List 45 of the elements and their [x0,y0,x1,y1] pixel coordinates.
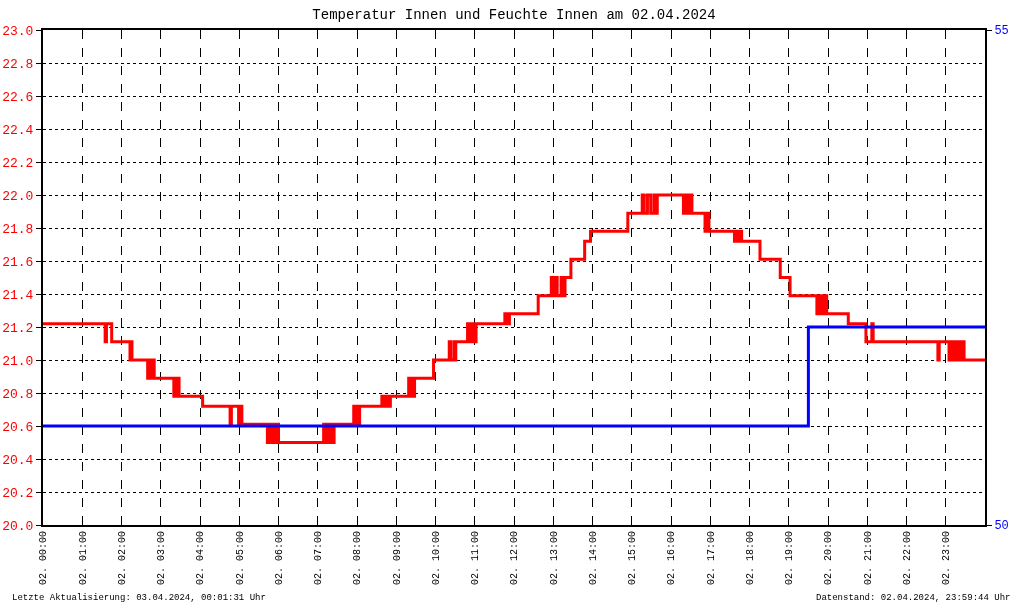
chart-title: Temperatur Innen und Feuchte Innen am 02.04.2024 [312,6,716,23]
x-tick-label: 02. 23:00 [941,531,952,586]
x-tick-label: 02. 11:00 [470,531,481,586]
x-tick-label: 02. 16:00 [666,531,678,586]
x-tick-label: 02. 00:00 [38,531,50,586]
x-tick-label: 02. 05:00 [234,531,246,586]
y-tick-label: 21.2 [2,320,34,336]
y-tick-label: 20.6 [2,419,34,435]
x-tick-label: 02. 04:00 [195,531,207,586]
y2-tick-label: 50 [994,519,1009,534]
x-tick-label: 02. 14:00 [587,531,599,586]
y-tick-label: 20.8 [2,386,34,402]
y-tick-label: 21.0 [2,353,34,369]
x-tick-label: 02. 17:00 [705,531,717,586]
x-tick-label: 02. 08:00 [352,531,364,586]
x-tick-label: 02. 12:00 [509,531,521,586]
x-tick-label: 02. 10:00 [430,531,442,586]
x-tick-label: 02. 01:00 [77,531,89,586]
y-tick-label: 21.8 [2,221,34,237]
x-tick-label: 02. 22:00 [901,531,913,586]
x-tick-label: 02. 03:00 [156,531,167,586]
y-tick-label: 22.4 [2,122,34,138]
y-tick-label: 21.6 [2,254,34,270]
y-tick-label: 20.4 [2,452,34,468]
y-tick-label: 20.0 [2,518,34,534]
x-tick-label: 02. 06:00 [273,531,285,586]
text: Letzte Aktualisierung: 03.04.2024, 00:01:31 Uhr [12,593,266,603]
x-tick-label: 02. 18:00 [744,531,756,586]
y-tick-label: 22.0 [2,188,34,204]
x-tick-label: 02. 21:00 [862,531,874,586]
x-tick-label: 02. 19:00 [784,531,795,586]
y2-tick-label: 55 [994,24,1009,39]
y-tick-label: 21.4 [2,287,34,303]
y-tick-label: 20.2 [2,485,34,501]
x-tick-label: 02. 07:00 [313,531,324,586]
text: Datenstand: 02.04.2024, 23:59:44 Uhr [816,593,1011,603]
x-tick-label: 02. 09:00 [391,531,403,586]
x-tick-label: 02. 15:00 [627,531,638,586]
y-tick-label: 22.8 [2,56,34,72]
x-tick-label: 02. 02:00 [116,531,128,586]
x-tick-label: 02. 20:00 [823,531,835,586]
y-tick-label: 22.2 [2,155,34,171]
y-tick-label: 22.6 [2,89,34,105]
x-tick-label: 02. 13:00 [548,531,560,586]
y-tick-label: 23.0 [2,23,34,39]
